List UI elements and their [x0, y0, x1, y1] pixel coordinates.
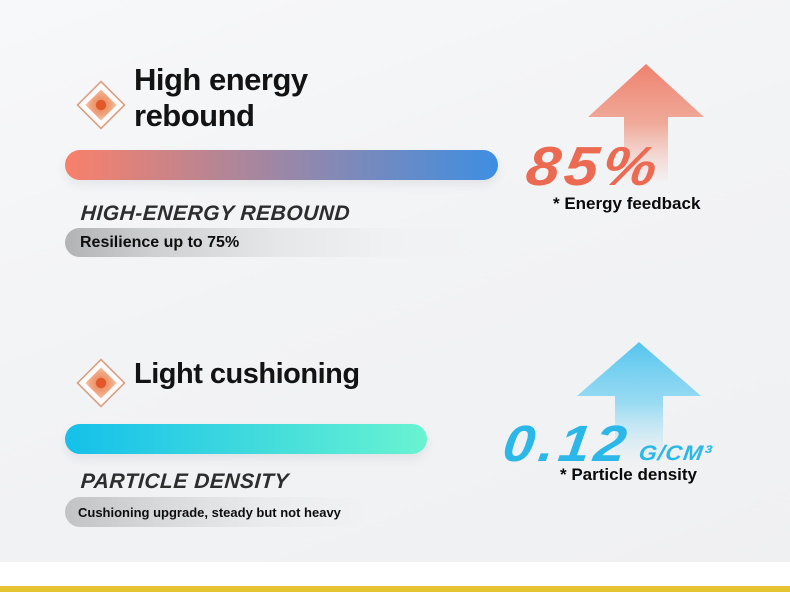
gradient-bar-cushioning: [65, 424, 427, 454]
note-pill-cushioning: Cushioning upgrade, steady but not heavy: [65, 497, 365, 527]
footer-accent-line: [0, 586, 790, 592]
stat-number: 85%: [522, 135, 666, 197]
footer-white-band: [0, 562, 790, 586]
stat-caption-energy-feedback: * Energy feedback: [553, 194, 701, 213]
section-title-rebound: High energy rebound: [134, 62, 308, 134]
subtitle-cushioning: PARTICLE DENSITY: [80, 470, 290, 493]
note-text: Cushioning upgrade, steady but not heavy: [78, 504, 341, 520]
note-text: Resilience up to 75%: [80, 233, 240, 251]
up-arrow-icon: [588, 64, 704, 189]
stat-number: 0.12: [499, 415, 635, 472]
title-line: Light cushioning: [134, 358, 360, 390]
title-line: rebound: [134, 98, 255, 133]
stat-value-particle-density: 0.12 G/CM³: [499, 415, 717, 472]
gradient-bar-rebound: [65, 150, 498, 180]
section-title-cushioning: Light cushioning: [134, 357, 360, 391]
stat-value-energy-feedback: 85%: [522, 135, 666, 197]
up-arrow-icon: [577, 342, 701, 469]
subtitle-rebound: HIGH-ENERGY REBOUND: [80, 202, 351, 225]
diamond-target-icon: [76, 358, 126, 408]
stat-caption-particle-density: * Particle density: [560, 465, 698, 484]
title-line: High energy: [134, 62, 308, 97]
diamond-target-icon: [76, 80, 126, 130]
note-pill-rebound: Resilience up to 75%: [65, 228, 477, 257]
